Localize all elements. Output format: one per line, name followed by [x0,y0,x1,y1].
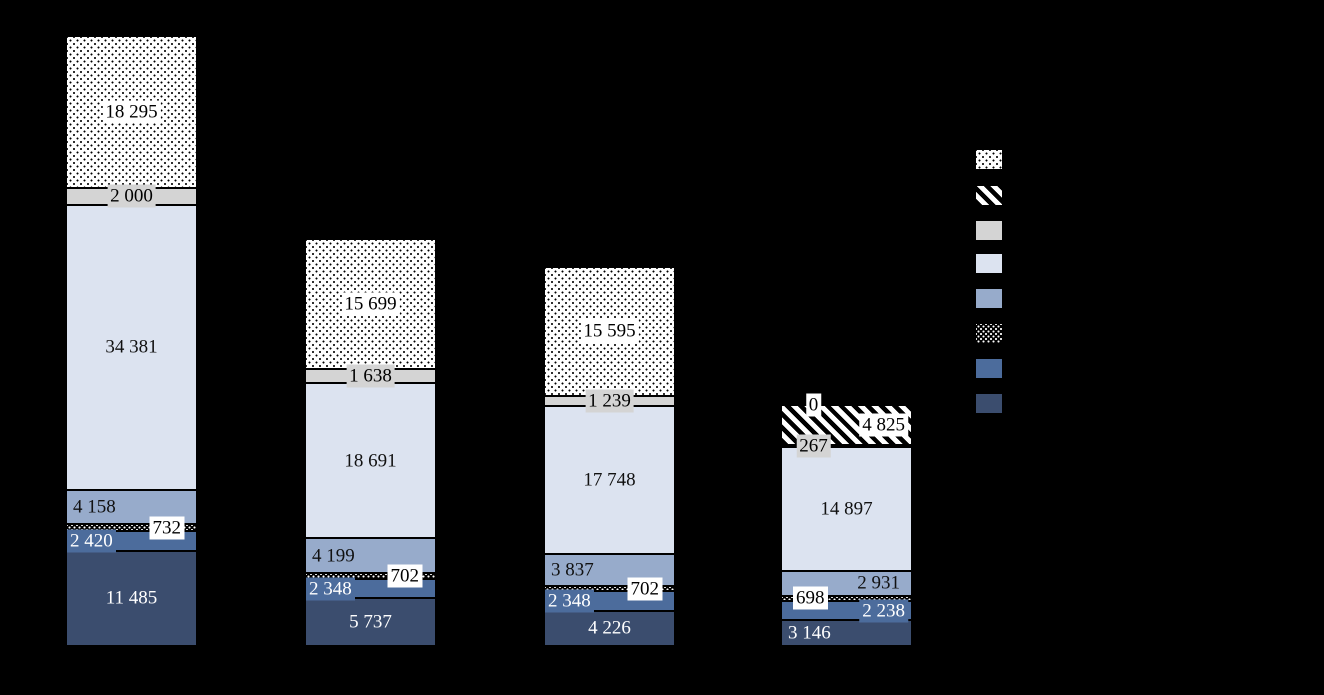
bar-segment-label: 2 238 [859,599,908,623]
bar-segment-dark-navy [305,598,436,646]
bar-segment-label: 4 825 [859,413,908,437]
bar-segment-white-dotted [66,36,197,188]
bar-segment-label: 17 748 [583,469,636,491]
legend-swatch-white-dotted [975,149,1003,170]
legend-swatch-dark-navy [975,393,1003,414]
bar-segment-label: 702 [627,577,662,600]
bar-segment-pale-blue [66,204,197,490]
bar-segment-black-dotted [544,585,675,592]
bar-segment-label: 14 897 [820,498,873,520]
legend-swatch-pale-blue [975,253,1003,274]
bar-segment-pale-blue [544,406,675,554]
bar-segment-label: 2 348 [306,577,355,601]
bar-segment-label: 2 000 [107,184,156,208]
legend-swatch-light-gray [975,220,1003,241]
bar-segment-dark-navy [781,619,912,646]
bar-segment-label: 2 348 [545,589,594,613]
bar-segment-label: 5 737 [349,611,392,633]
bar-segment-label: 11 485 [105,587,158,609]
bar-segment-label: 1 239 [585,389,634,413]
legend-swatch-diagonal-hatch [975,185,1003,206]
bar-segment-black-dotted [781,595,912,602]
bar-segment-label: 34 381 [105,336,158,358]
legend-swatch-medium-blue [975,358,1003,379]
bar-segment-label: 2 420 [67,529,116,553]
bar-segment-light-gray [781,445,912,448]
legend-swatch-black-dotted [975,323,1003,344]
bar-segment-label: 732 [149,516,184,540]
bar-segment-label: 3 837 [551,559,594,581]
bar-segment-black-dotted [66,524,197,531]
bar-segment-label: 698 [793,586,828,610]
legend-swatch-steel-blue [975,288,1003,309]
bar-segment-label: 18 691 [344,450,397,472]
bar-segment-label: 18 295 [102,100,161,124]
bar-segment-label: 702 [387,564,422,588]
bar-segment-dark-navy [66,550,197,646]
bar-segment-label: 2 931 [857,572,900,594]
bar-segment-label: 15 699 [341,292,400,316]
bar-segment-label: 1 638 [346,364,395,388]
bar-segment-label: 0 [805,393,822,417]
bar-segment-label: 15 595 [580,319,639,343]
bar-segment-label: 4 226 [588,617,631,639]
bar-segment-pale-blue [305,383,436,539]
bar-segment-label: 3 146 [788,622,831,644]
bar-segment-label: 4 199 [312,545,355,567]
bar-segment-label: 267 [796,434,831,458]
bar-segment-steel-blue [781,571,912,596]
bar-segment-dark-navy [544,610,675,646]
bar-segment-label: 4 158 [73,496,116,518]
bar-segment-black-dotted [305,573,436,579]
bar-segment-pale-blue [781,447,912,572]
